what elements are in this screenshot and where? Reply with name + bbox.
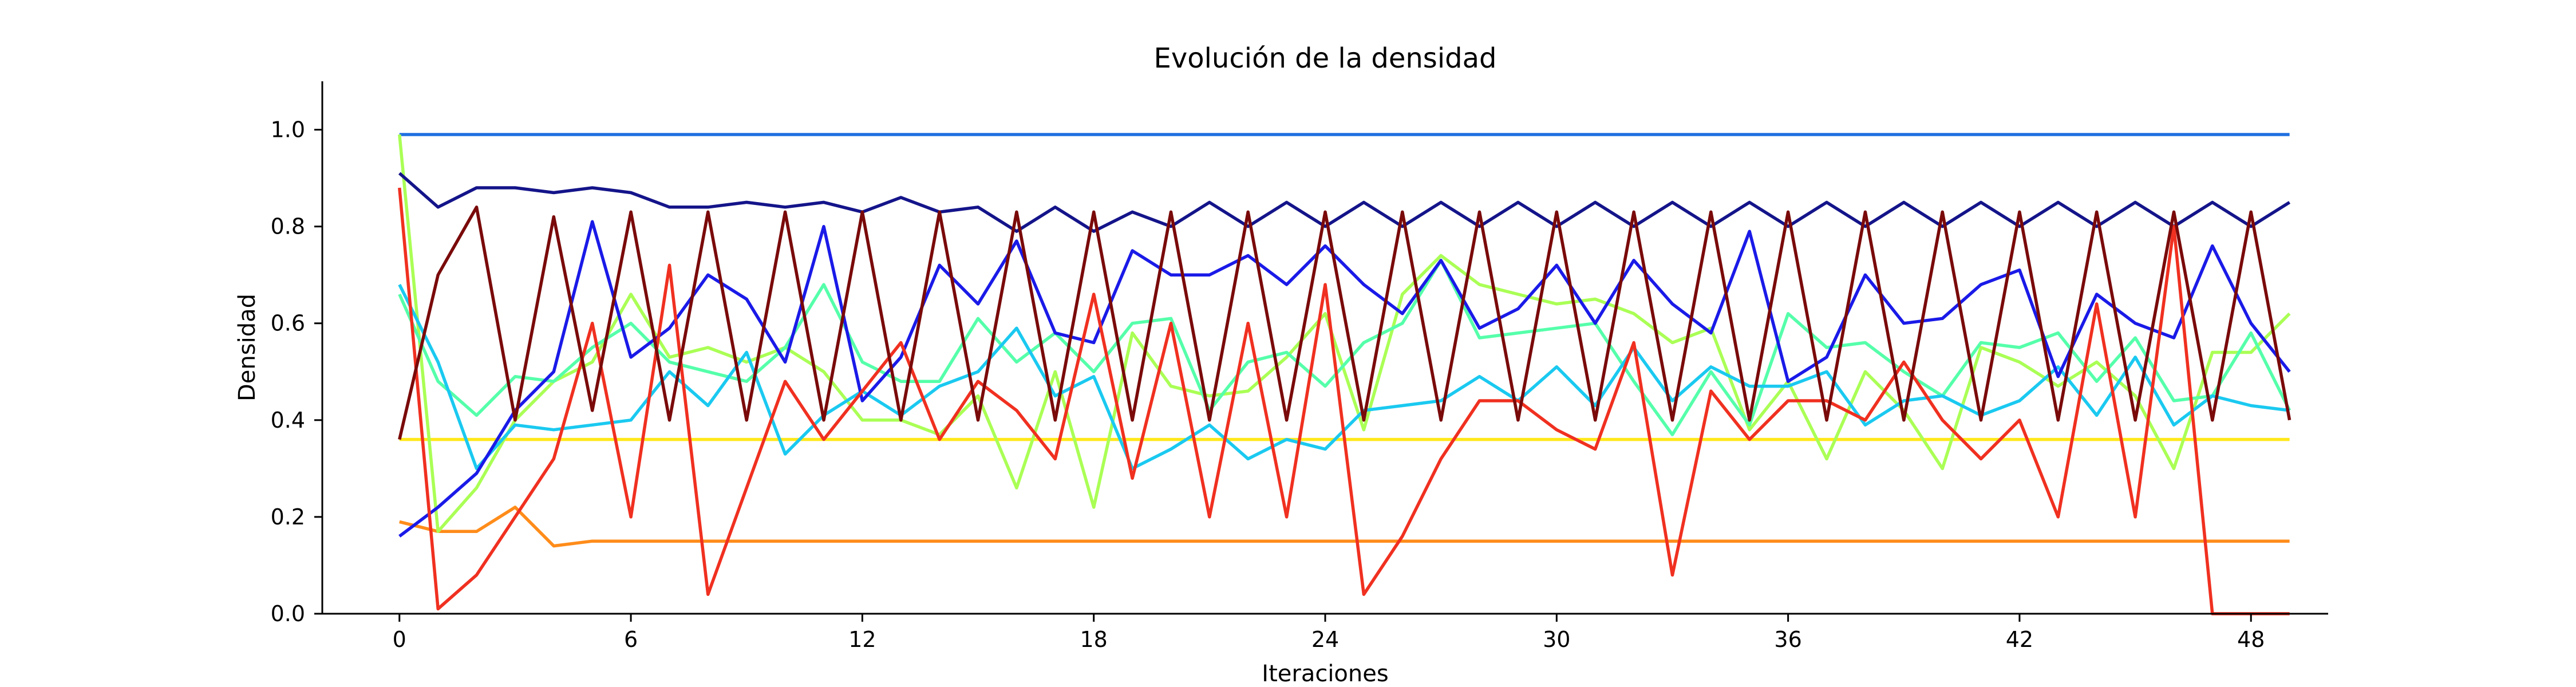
y-tick-label: 0.0 [271,601,305,626]
x-tick-label: 48 [2237,627,2265,652]
series-line-10 [398,206,2291,440]
x-tick-label: 24 [1311,627,1339,652]
series-line-4 [398,134,2291,534]
y-axis-label: Densidad [234,294,260,401]
x-tick-label: 6 [624,627,638,652]
series-line-8 [398,172,2291,233]
series-line-1 [399,506,2290,548]
x-axis-label: Iteraciones [1262,661,1388,687]
y-axis-ticks: 0.0 0.2 0.4 0.6 0.8 1.0 [271,117,322,626]
plot-area [398,133,2291,615]
x-axis-ticks: 0 6 12 18 24 30 36 42 48 [393,614,2265,652]
y-tick-label: 0.8 [271,214,305,239]
x-tick-label: 12 [848,627,876,652]
x-tick-label: 42 [2006,627,2033,652]
series-line-7 [398,220,2291,538]
x-tick-label: 18 [1080,627,1108,652]
y-tick-label: 0.4 [271,408,305,433]
series-line-5 [398,259,2291,436]
x-tick-label: 0 [393,627,406,652]
y-tick-label: 0.6 [271,311,305,336]
series-line-9 [398,187,2290,615]
y-tick-label: 1.0 [271,117,305,143]
y-tick-label: 0.2 [271,504,305,530]
x-tick-label: 36 [1774,627,1801,652]
x-tick-label: 30 [1543,627,1570,652]
chart-title: Evolución de la densidad [1153,42,1496,74]
